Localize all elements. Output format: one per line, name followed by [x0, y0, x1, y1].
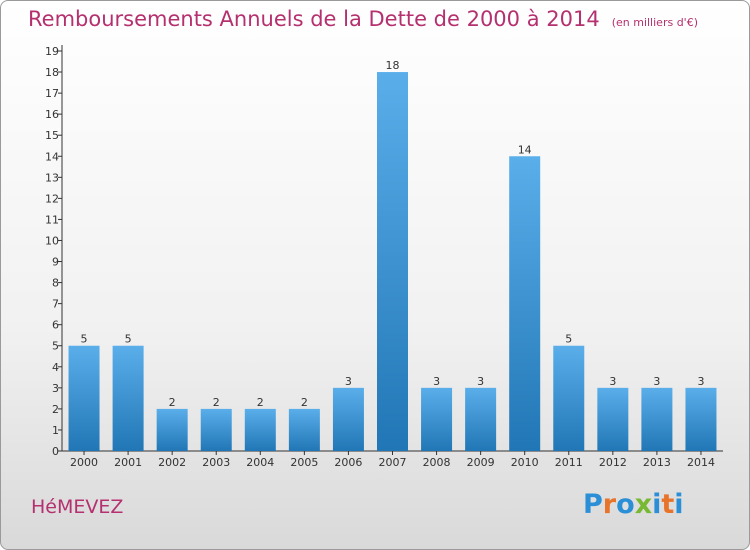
x-tick-label: 2014	[687, 456, 715, 469]
bar-2002	[156, 408, 188, 451]
logo-letter: i	[652, 489, 662, 520]
bar-2001	[112, 345, 144, 451]
bar-2004	[244, 408, 276, 451]
y-tick-label: 0	[52, 445, 59, 458]
data-label: 5	[81, 333, 88, 346]
data-label: 2	[169, 396, 176, 409]
logo-letter: r	[602, 489, 617, 520]
bar-2012	[597, 387, 629, 451]
bar-2010	[509, 156, 541, 451]
x-tick-label: 2013	[643, 456, 671, 469]
data-label: 18	[386, 59, 400, 72]
y-tick-label: 6	[52, 319, 59, 332]
y-tick-label: 13	[45, 171, 59, 184]
data-label: 5	[125, 333, 132, 346]
bar-2005	[288, 408, 320, 451]
logo-letter: t	[661, 489, 675, 520]
data-label: 5	[565, 333, 572, 346]
chart-unit: (en milliers d'€)	[611, 16, 698, 29]
data-label: 2	[213, 396, 220, 409]
data-label: 3	[345, 375, 352, 388]
bar-2011	[553, 345, 585, 451]
data-label: 3	[697, 375, 704, 388]
x-tick-label: 2007	[379, 456, 407, 469]
bar-2014	[685, 387, 717, 451]
x-tick-label: 2004	[246, 456, 274, 469]
x-tick-label: 2006	[334, 456, 362, 469]
logo-letter: x	[634, 489, 653, 520]
y-tick-label: 2	[52, 403, 59, 416]
x-tick-label: 2008	[423, 456, 451, 469]
chart-title-text: Remboursements Annuels de la Dette de 20…	[28, 7, 600, 31]
chart-title: Remboursements Annuels de la Dette de 20…	[28, 7, 698, 31]
y-tick-label: 5	[52, 340, 59, 353]
bar-2003	[200, 408, 232, 451]
data-label: 3	[609, 375, 616, 388]
x-tick-label: 2002	[158, 456, 186, 469]
y-tick-label: 16	[45, 108, 59, 121]
x-tick-label: 2011	[555, 456, 583, 469]
x-tick-label: 2012	[599, 456, 627, 469]
x-tick-label: 2005	[290, 456, 318, 469]
y-tick-label: 17	[45, 87, 59, 100]
y-tick-label: 12	[45, 192, 59, 205]
data-label: 3	[477, 375, 484, 388]
y-tick-label: 10	[45, 234, 59, 247]
y-tick-label: 11	[45, 213, 59, 226]
commune-name: HéMEVEZ	[31, 496, 124, 518]
bar-2013	[641, 387, 673, 451]
proxiti-logo: Proxiti	[583, 489, 684, 520]
y-tick-label: 19	[45, 45, 59, 58]
logo-letter: i	[674, 489, 684, 520]
y-tick-label: 7	[52, 298, 59, 311]
y-tick-label: 1	[52, 424, 59, 437]
x-tick-label: 2009	[467, 456, 495, 469]
y-tick-label: 14	[45, 150, 59, 163]
y-tick-label: 4	[52, 361, 59, 374]
bar-2009	[465, 387, 497, 451]
bar-2007	[377, 72, 408, 451]
bar-2000	[68, 345, 100, 451]
logo-letter: o	[616, 489, 635, 520]
y-tick-label: 8	[52, 277, 59, 290]
y-tick-label: 9	[52, 256, 59, 269]
y-tick-label: 18	[45, 66, 59, 79]
data-label: 2	[257, 396, 264, 409]
x-tick-label: 2001	[114, 456, 142, 469]
data-label: 2	[301, 396, 308, 409]
x-tick-label: 2010	[511, 456, 539, 469]
logo-letter: P	[583, 489, 603, 520]
chart-bars	[68, 72, 717, 451]
chart-labels: 5 2000 5 2001 2 2002 2 2003 2 2004 2 2005 3 2006 18 200…	[70, 59, 715, 469]
x-tick-label: 2000	[70, 456, 98, 469]
y-tick-label: 3	[52, 382, 59, 395]
data-label: 14	[518, 143, 532, 156]
bar-2008	[421, 387, 453, 451]
data-label: 3	[433, 375, 440, 388]
bar-2006	[332, 387, 364, 451]
y-tick-label: 15	[45, 129, 59, 142]
x-tick-label: 2003	[202, 456, 230, 469]
data-label: 3	[653, 375, 660, 388]
